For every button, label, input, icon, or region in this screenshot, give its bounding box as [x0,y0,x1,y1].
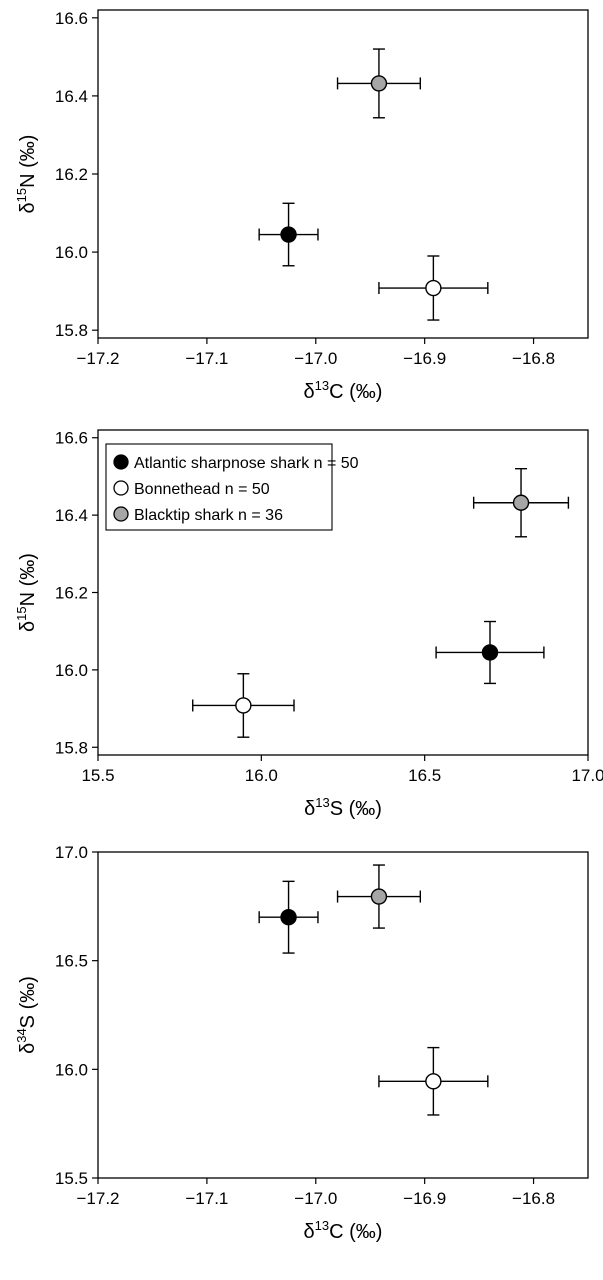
panel-3: −17.2 −17.1 −17.0 −16.9 −16.8 15.5 16.0 16.5 17.… [14,843,589,1243]
y-tick-label: 16.2 [55,584,88,603]
y-axis-label: δ34S (‰) [14,976,39,1054]
y-tick-label: 16.5 [55,952,88,971]
y-tick-label: 16.6 [55,9,88,28]
point-sharpnose [258,880,319,954]
y-tick-label: 16.0 [55,661,88,680]
legend-marker-sharpnose [113,454,129,470]
x-tick-label: −16.9 [403,349,446,368]
legend-box [105,443,333,531]
x-tick-label: −17.1 [185,349,228,368]
legend-label-bonnethead: Bonnethead n = 50 [134,481,270,498]
y-tick-label: 16.0 [55,243,88,262]
x-tick-label: 16.5 [408,766,441,785]
marker-sharpnose [280,226,297,243]
point-blacktip [336,864,422,929]
marker-bonnethead [425,279,442,297]
point-bonnethead [192,673,295,738]
y-tick-label: 16.6 [55,429,88,448]
y-tick-label: 16.4 [55,506,88,525]
x-tick-label: 15.5 [81,766,114,785]
plot-frame [97,9,589,339]
panel-2: 15.5 16.0 16.5 17.0 15.8 16.0 16.2 16.4 16.6 δ13S… [14,429,603,820]
x-tick-label: −17.2 [76,1189,119,1208]
y-axis-label: δ15N (‰) [14,553,39,632]
y-tick-label: 16.4 [55,87,88,106]
point-blacktip [336,48,422,119]
marker-sharpnose [280,909,297,926]
x-tick-label: 17.0 [571,766,603,785]
y-tick-label: 16.2 [55,165,88,184]
legend-label-blacktip: Blacktip shark n = 36 [134,507,283,524]
legend: Atlantic sharpnose shark n = 50 Bonnethea… [105,443,359,531]
y-tick-label: 17.0 [55,843,88,862]
marker-blacktip [370,75,388,92]
y-tick-label: 15.8 [55,738,88,757]
marker-blacktip [512,494,530,511]
point-bonnethead [378,255,489,321]
plot-frame [97,851,589,1179]
x-tick-label: −16.9 [403,1189,446,1208]
y-tick-label: 15.5 [55,1169,88,1188]
marker-bonnethead [235,697,252,714]
x-tick-label: −16.8 [512,1189,555,1208]
x-tick-label: −17.2 [76,349,119,368]
marker-blacktip [370,888,388,905]
x-tick-label: 16.0 [245,766,278,785]
point-blacktip [472,467,570,538]
marker-bonnethead [425,1073,442,1090]
legend-label-sharpnose: Atlantic sharpnose shark n = 50 [134,455,359,472]
panel-1: −17.2 −17.1 −17.0 −16.9 −16.8 15.8 16.0 16.2 16.… [14,9,589,403]
point-bonnethead [378,1046,489,1116]
x-tick-label: −17.0 [294,349,337,368]
x-tick-label: −17.1 [185,1189,228,1208]
point-sharpnose [435,620,545,685]
x-axis-label: δ13C (‰) [304,378,383,403]
point-sharpnose [258,202,319,267]
x-axis-label: δ13C (‰) [304,1218,383,1243]
legend-marker-blacktip [113,506,129,522]
y-axis-label: δ15N (‰) [14,135,39,214]
y-tick-label: 16.0 [55,1060,88,1079]
x-tick-label: −16.8 [512,349,555,368]
legend-marker-bonnethead [113,480,129,496]
marker-sharpnose [481,644,499,661]
x-tick-label: −17.0 [294,1189,337,1208]
x-axis-label: δ13S (‰) [304,795,382,820]
y-tick-label: 15.8 [55,321,88,340]
